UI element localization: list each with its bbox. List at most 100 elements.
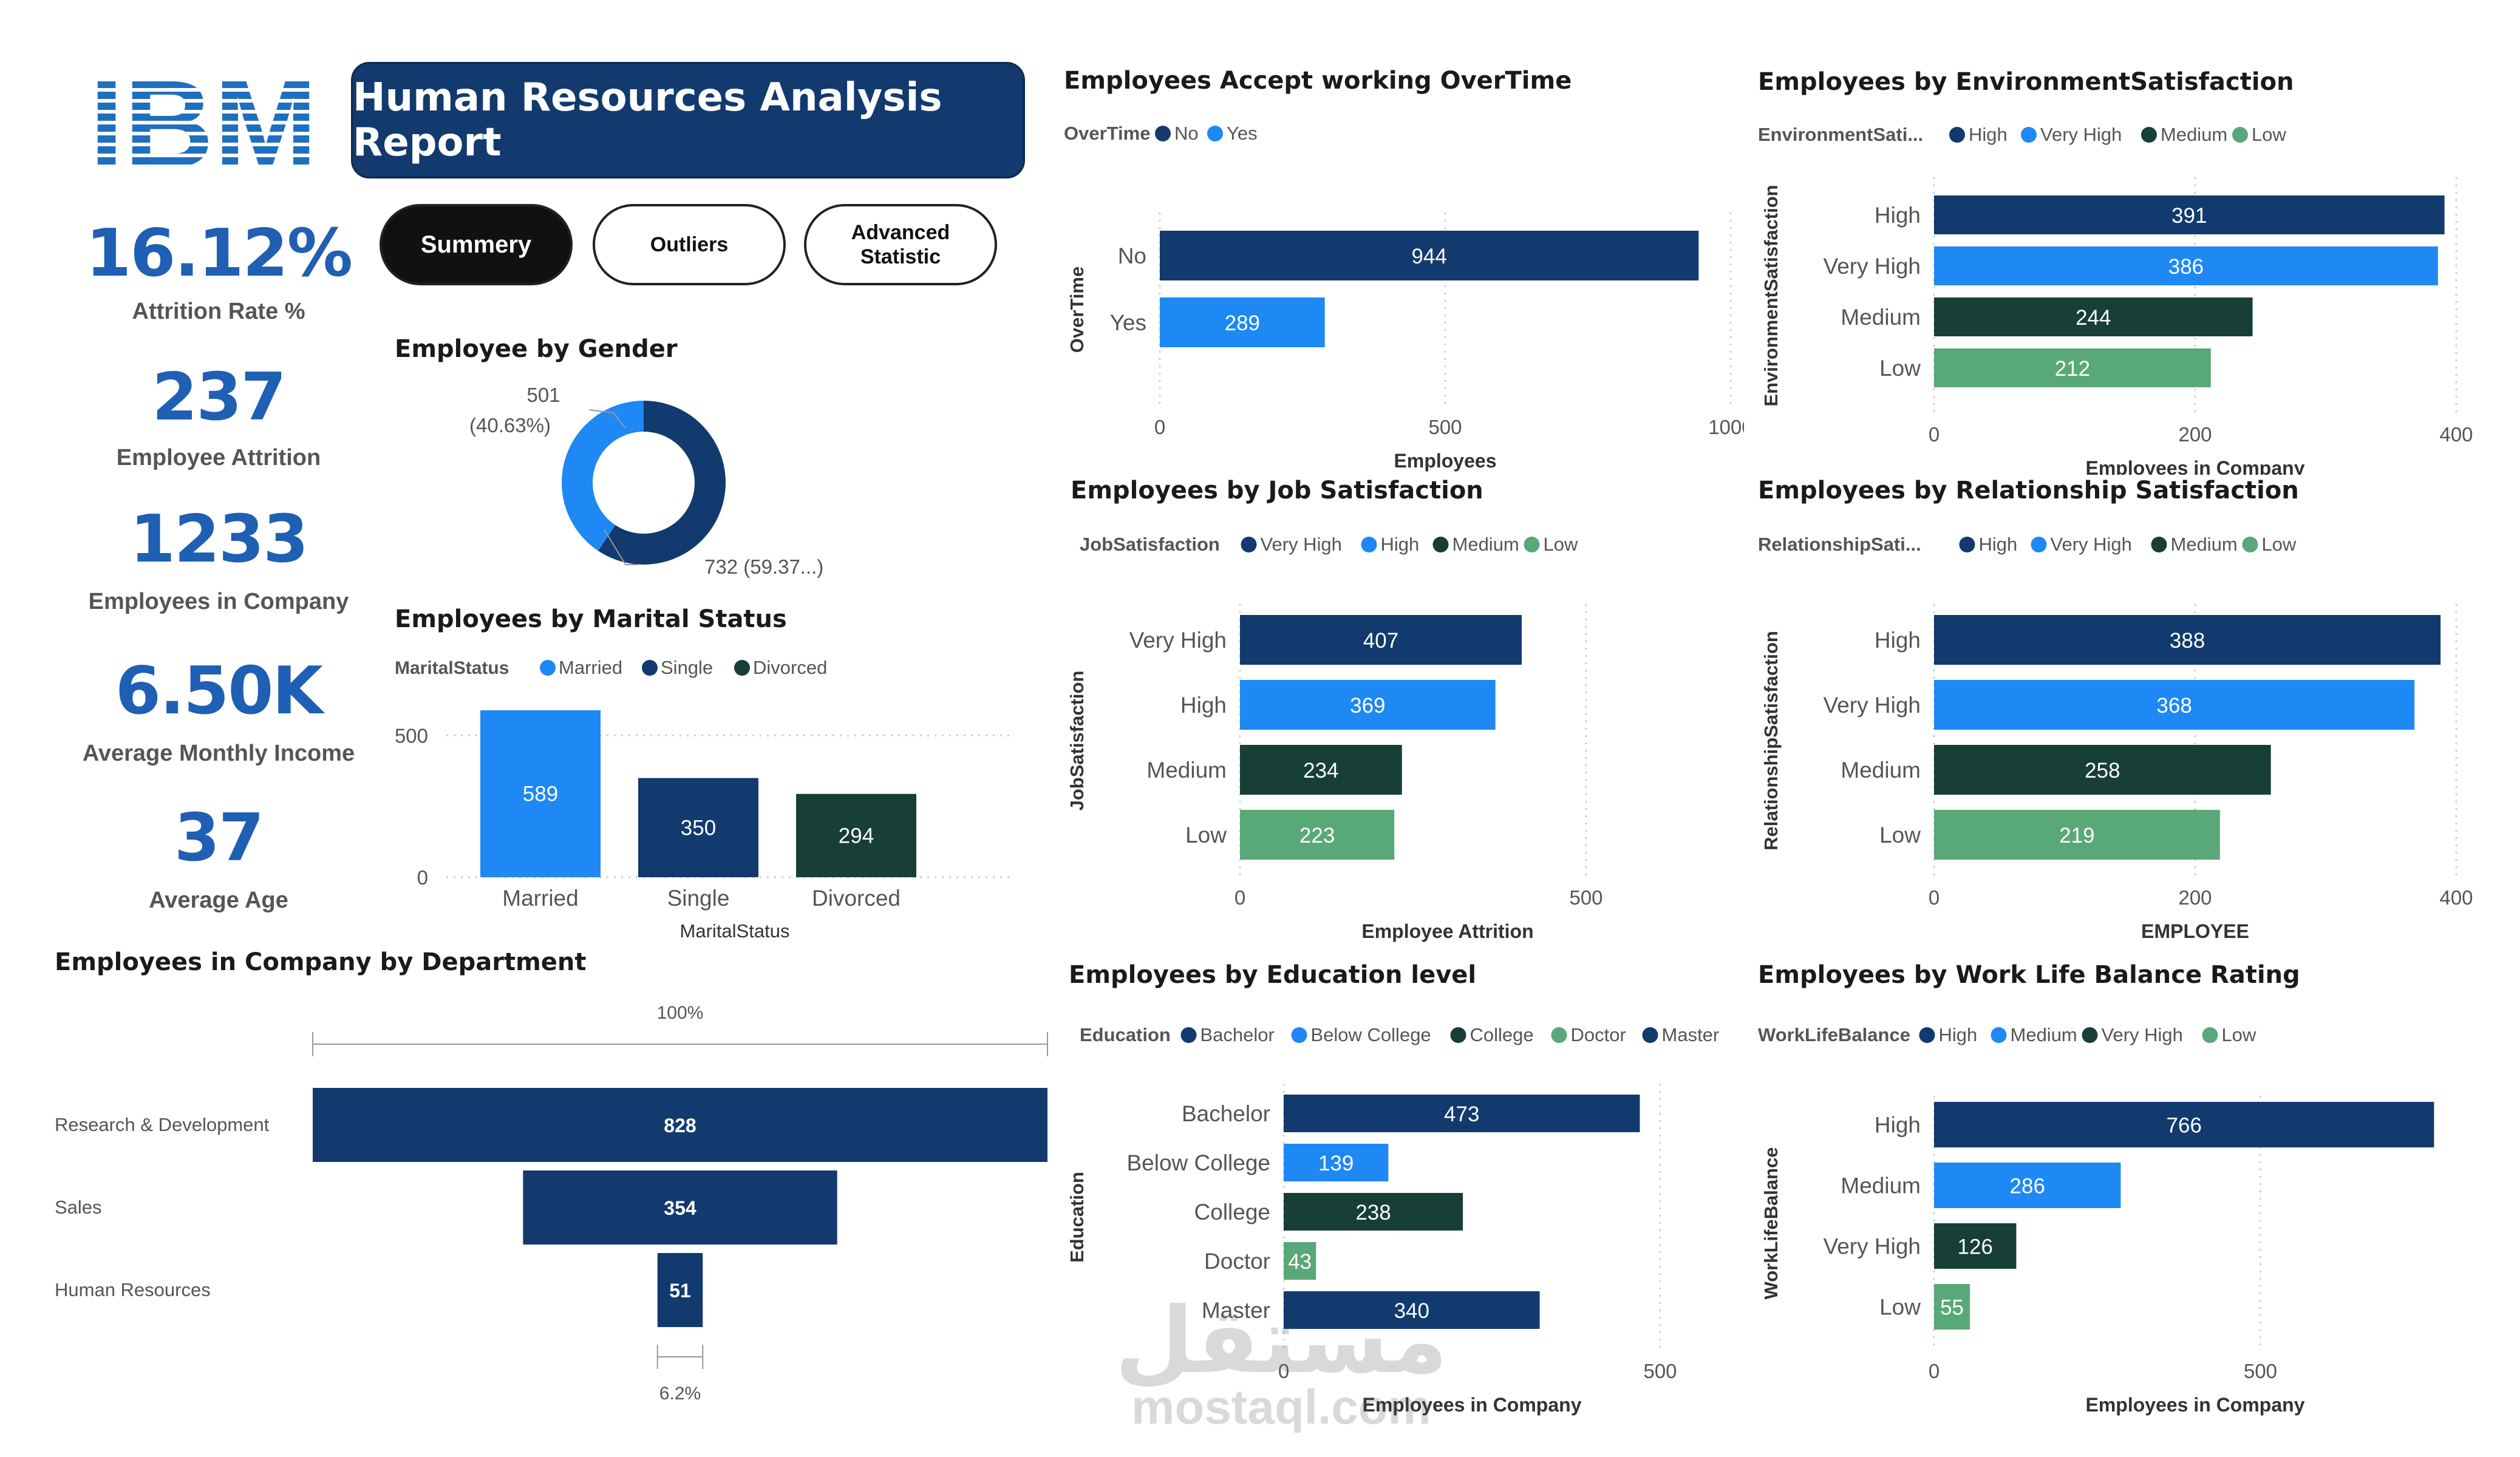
y-tick-label: Low bbox=[1185, 823, 1227, 847]
bar bbox=[1284, 1193, 1463, 1231]
slice-label: 501 bbox=[526, 384, 560, 406]
education-chart-title: Employees by Education level bbox=[1069, 961, 1477, 989]
y-tick-label: Very High bbox=[1824, 1234, 1921, 1259]
y-tick-label: 500 bbox=[395, 725, 428, 747]
gender-chart-title: Employee by Gender bbox=[395, 335, 678, 363]
x-axis-label: Employees bbox=[1394, 450, 1497, 472]
bar bbox=[1284, 1242, 1316, 1280]
leader-line bbox=[588, 409, 626, 429]
x-tick-label: Single bbox=[667, 886, 730, 911]
legend-item: Medium bbox=[2011, 1024, 2077, 1045]
bar bbox=[1160, 231, 1699, 280]
y-tick-label: Medium bbox=[1841, 1173, 1921, 1198]
kpi-age-value: 37 bbox=[174, 800, 264, 876]
bar bbox=[480, 710, 601, 877]
kpi-attrition-rate-value: 16.12% bbox=[86, 216, 353, 291]
data-label: 350 bbox=[681, 816, 716, 840]
legend-marker bbox=[1450, 1027, 1466, 1043]
legend-item: Very High bbox=[1261, 534, 1342, 555]
slice-label: 732 (59.37...) bbox=[704, 555, 823, 578]
job-satisfaction-chart: JobSatisfaction Very High High Medium Low 0 50… bbox=[1066, 534, 1603, 942]
x-tick-label: 0 bbox=[1929, 423, 1939, 446]
data-label: 212 bbox=[2055, 357, 2090, 381]
bar bbox=[1934, 1102, 2434, 1147]
x-tick-label: 200 bbox=[2178, 423, 2212, 446]
y-tick-label: Very High bbox=[1824, 693, 1921, 718]
donut-slice bbox=[598, 401, 726, 565]
legend-item: Bachelor bbox=[1200, 1024, 1275, 1045]
kpi-age-label: Average Age bbox=[149, 888, 288, 913]
y-tick-label: High bbox=[1180, 693, 1227, 718]
kpi-employees-label: Employees in Company bbox=[88, 589, 349, 614]
environment-satisfaction-chart: EnvironmentSati... High Very High Medium Low… bbox=[1758, 124, 2473, 475]
relationship-satisfaction-chart: RelationshipSati... High Very High Medium Lo… bbox=[1758, 534, 2473, 942]
bar bbox=[1284, 1095, 1640, 1132]
mostaql-watermark: مستقل mostaql.com bbox=[1115, 1289, 1448, 1433]
outliers-button[interactable]: Outliers bbox=[593, 204, 786, 285]
x-tick-label: 500 bbox=[2244, 1360, 2277, 1382]
leader-line bbox=[604, 529, 638, 565]
y-tick-label: Doctor bbox=[1204, 1249, 1270, 1274]
data-label: 386 bbox=[2168, 255, 2204, 279]
overtime-chart: OverTime No Yes 0 500 1000 No 944 Yes 289 Employee… bbox=[1064, 123, 1744, 472]
data-label: 289 bbox=[1225, 311, 1260, 335]
funnel-bottom-label: 6.2% bbox=[659, 1384, 701, 1404]
legend-item: Medium bbox=[2171, 534, 2238, 555]
advanced-statistic-button[interactable]: Advanced Statistic bbox=[804, 204, 997, 285]
legend-item: Low bbox=[2222, 1024, 2256, 1045]
kpi-attrition-rate-label: Attrition Rate % bbox=[132, 299, 305, 324]
y-tick-label: No bbox=[1118, 243, 1146, 268]
data-label: 126 bbox=[1958, 1235, 1993, 1259]
data-label: 473 bbox=[1444, 1102, 1479, 1126]
kpi-employees-value: 1233 bbox=[129, 501, 309, 577]
legend-title: JobSatisfaction bbox=[1080, 534, 1220, 555]
y-tick-label: Medium bbox=[1841, 758, 1921, 783]
y-tick-label: High bbox=[1875, 203, 1921, 228]
donut-slice bbox=[562, 401, 644, 551]
x-axis-label: EMPLOYEE bbox=[2141, 920, 2249, 942]
bar bbox=[638, 778, 758, 877]
env-chart-title: Employees by EnvironmentSatisfaction bbox=[1758, 68, 2294, 96]
x-tick-label: 0 bbox=[1929, 1360, 1939, 1382]
bar bbox=[1240, 680, 1496, 730]
y-axis-label: OverTime bbox=[1066, 267, 1088, 353]
x-tick-label: 0 bbox=[1278, 1360, 1289, 1382]
legend-marker bbox=[1361, 537, 1377, 552]
data-label: 223 bbox=[1299, 824, 1335, 847]
bar bbox=[1934, 1284, 1970, 1330]
legend-marker bbox=[2202, 1027, 2218, 1043]
department-chart-title: Employees in Company by Department bbox=[55, 948, 587, 976]
legend-item: High bbox=[1939, 1024, 1978, 1045]
y-tick-label: Low bbox=[1879, 356, 1921, 381]
job-chart-title: Employees by Job Satisfaction bbox=[1071, 477, 1483, 504]
y-tick-label: Below College bbox=[1126, 1150, 1270, 1175]
data-label: 828 bbox=[664, 1115, 696, 1136]
data-label: 766 bbox=[2167, 1114, 2202, 1138]
legend-title: RelationshipSati... bbox=[1758, 534, 1921, 555]
summary-button[interactable]: Summery bbox=[380, 204, 573, 285]
x-tick-label: Married bbox=[502, 886, 578, 911]
department-funnel-chart: 100% 828 Research & Development 354 Sales 51 H… bbox=[55, 1003, 1048, 1404]
legend-item: Low bbox=[1544, 534, 1578, 555]
x-tick-label: 0 bbox=[1929, 886, 1939, 909]
legend-marker bbox=[1180, 1027, 1197, 1043]
legend-title: MaritalStatus bbox=[395, 658, 509, 678]
legend-marker bbox=[2031, 537, 2047, 552]
bar bbox=[1240, 615, 1522, 665]
legend-item: Very High bbox=[2051, 534, 2132, 555]
legend-title: EnvironmentSati... bbox=[1758, 124, 1923, 145]
legend-marker bbox=[2082, 1027, 2098, 1043]
legend-item: Married bbox=[559, 657, 622, 678]
y-axis-label: RelationshipSatisfaction bbox=[1760, 631, 1782, 851]
y-tick-label: Medium bbox=[1146, 758, 1227, 783]
relationship-chart-title: Employees by Relationship Satisfaction bbox=[1758, 477, 2299, 504]
bar bbox=[1934, 297, 2253, 336]
legend-item: Divorced bbox=[753, 657, 827, 678]
data-label: 139 bbox=[1318, 1152, 1354, 1175]
x-axis-label: Employees in Company bbox=[2086, 1394, 2305, 1416]
data-label: 238 bbox=[1355, 1201, 1391, 1224]
legend-title: OverTime bbox=[1064, 123, 1150, 144]
category-label: Human Resources bbox=[55, 1279, 211, 1300]
data-label: 219 bbox=[2059, 824, 2094, 847]
bar bbox=[1934, 348, 2211, 387]
